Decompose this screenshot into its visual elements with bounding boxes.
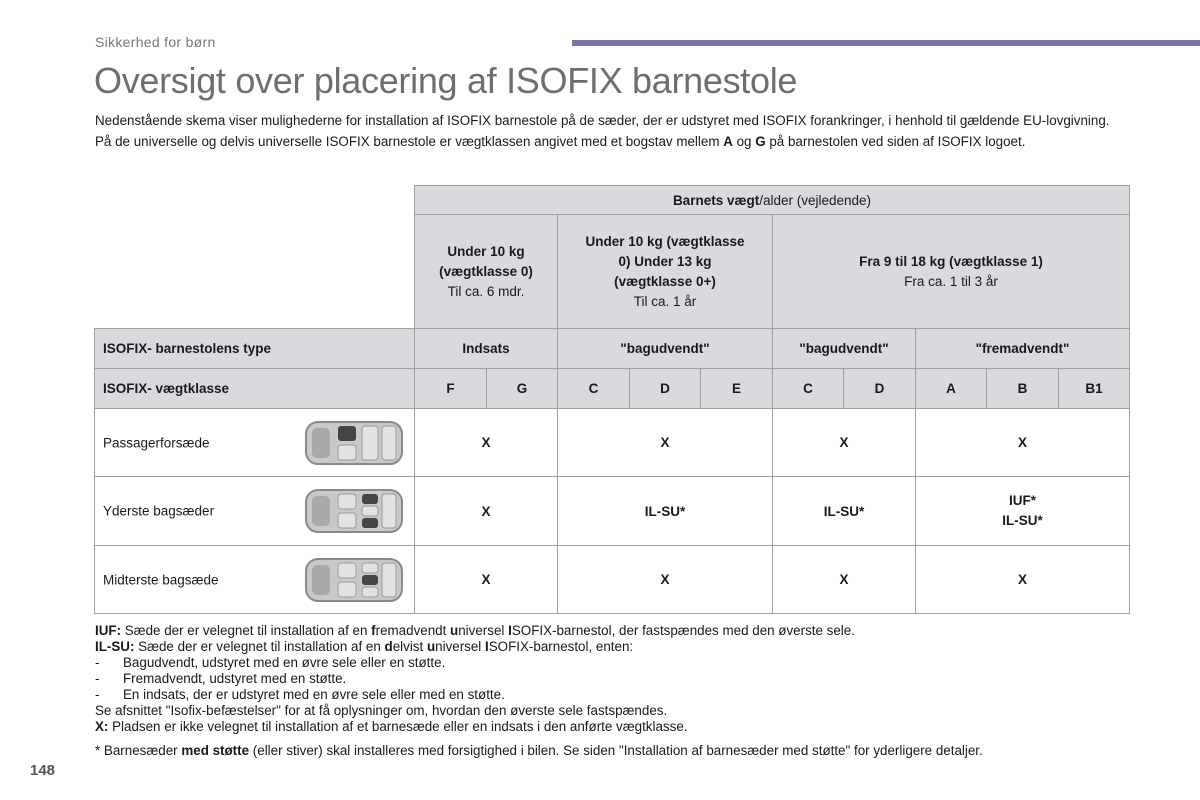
seat-label: Passagerforsæde xyxy=(103,435,210,450)
class-cell: D xyxy=(629,368,701,409)
car-rear-outer-seats-icon xyxy=(305,489,403,533)
isofix-table: Barnets vægt/alder (vejledende) Under 10… xyxy=(94,185,1130,614)
value-cell: X xyxy=(414,545,558,614)
value-cell: IL-SU* xyxy=(557,476,773,546)
seat-label: Yderste bagsæder xyxy=(103,503,215,519)
value-cell: IUF* IL-SU* xyxy=(915,476,1130,546)
value-cell: X xyxy=(557,408,773,477)
list-item: - Fremadvendt, udstyret med en støtte. xyxy=(95,671,347,686)
class-cell: F xyxy=(414,368,487,409)
section-label: Sikkerhed for børn xyxy=(95,34,216,50)
class-cell: C xyxy=(557,368,630,409)
note-ilsu: IL-SU: Sæde der er velegnet til installa… xyxy=(95,639,634,654)
class-cell: B xyxy=(986,368,1059,409)
note-x: X: Pladsen er ikke velegnet til installa… xyxy=(95,719,688,734)
type-row-label: ISOFIX- barnestolens type xyxy=(94,328,415,369)
class-cell: D xyxy=(843,368,916,409)
value-cell: X xyxy=(414,476,558,546)
seat-cell: Passagerforsæde xyxy=(94,408,415,477)
value-cell: X xyxy=(772,408,916,477)
legend-notes: IUF: Sæde der er velegnet til installati… xyxy=(95,623,1135,735)
weight-group-0: Under 10 kg (vægtklasse 0) Til ca. 6 mdr… xyxy=(414,214,558,329)
section-accent-bar xyxy=(572,40,1200,46)
type-forward-facing: "fremadvendt" xyxy=(915,328,1130,369)
intro-line-1: Nedenstående skema viser mulighederne fo… xyxy=(95,113,1110,128)
table-row: Midterste bagsæde X X X X xyxy=(94,545,1130,614)
seat-label: Midterste bagsæde xyxy=(103,572,219,587)
note-iuf: IUF: Sæde der er velegnet til installati… xyxy=(95,623,855,638)
seat-cell: Yderste bagsæder xyxy=(94,476,415,546)
seat-cell: Midterste bagsæde xyxy=(94,545,415,614)
intro-line-2: På de universelle og delvis universelle … xyxy=(95,133,1026,149)
weight-group-1: Fra 9 til 18 kg (vægtklasse 1) Fra ca. 1… xyxy=(772,214,1130,329)
table-row: Passagerforsæde X X X X xyxy=(94,408,1130,477)
type-indsats: Indsats xyxy=(414,328,558,369)
weight-group-0-plus: Under 10 kg (vægtklasse 0) Under 13 kg (… xyxy=(557,214,773,329)
class-cell: B1 xyxy=(1058,368,1130,409)
class-cell: C xyxy=(772,368,844,409)
list-item: - Bagudvendt, udstyret med en øvre sele e… xyxy=(95,655,446,670)
value-cell: X xyxy=(414,408,558,477)
car-front-seat-icon xyxy=(305,420,403,465)
intro-text: Nedenstående skema viser mulighederne fo… xyxy=(95,111,1135,152)
class-cell: G xyxy=(486,368,558,409)
type-rear-facing-1: "bagudvendt" xyxy=(557,328,773,369)
weight-header: Barnets vægt/alder (vejledende) xyxy=(414,185,1130,215)
value-cell: X xyxy=(557,545,773,614)
table-row: Yderste bagsæder X IL-SU* IL-SU* IUF* IL… xyxy=(94,476,1130,546)
class-cell: E xyxy=(700,368,773,409)
car-rear-middle-seat-icon xyxy=(305,557,403,602)
page-number: 148 xyxy=(30,762,56,779)
page-title: Oversigt over placering af ISOFIX barnes… xyxy=(94,60,798,101)
table-corner xyxy=(94,185,415,329)
footnote-support: * Barnesæder med støtte (eller stiver) s… xyxy=(95,743,983,758)
type-rear-facing-2: "bagudvendt" xyxy=(772,328,916,369)
value-cell: IL-SU* xyxy=(772,476,916,546)
value-cell: X xyxy=(772,545,916,614)
list-item: - En indsats, der er udstyret med en øvre… xyxy=(95,687,505,702)
class-cell: A xyxy=(915,368,987,409)
class-row-label: ISOFIX- vægtklasse xyxy=(94,368,415,409)
value-cell: X xyxy=(915,545,1130,614)
value-cell: X xyxy=(915,408,1130,477)
note-see-section: Se afsnittet "Isofix-befæstelser" for at… xyxy=(95,703,668,718)
